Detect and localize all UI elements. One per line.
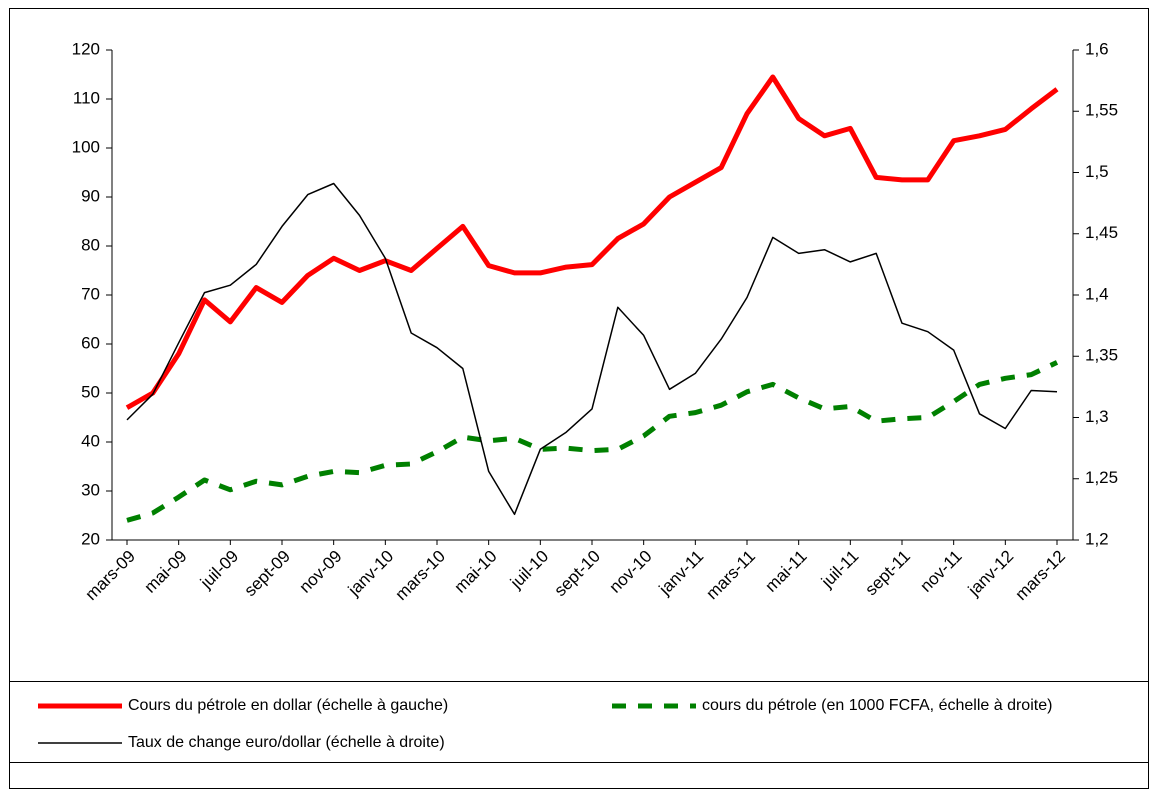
y2-tick-label: 1,25 [1085, 468, 1118, 487]
series-line [126, 182, 1058, 516]
x-tick-label: mars-10 [391, 547, 449, 605]
y2-tick-label: 1,5 [1085, 162, 1109, 181]
x-tick-label: sept-11 [861, 547, 914, 600]
y-tick-label: 50 [81, 382, 100, 401]
x-tick-label: nov-11 [916, 547, 965, 596]
legend-label: Taux de change euro/dollar (échelle à dr… [128, 734, 445, 751]
y-tick-label: 80 [81, 235, 100, 254]
x-tick-label: mars-12 [1011, 547, 1069, 605]
chart-frame [9, 8, 1149, 789]
x-tick-label: mai-09 [140, 547, 190, 597]
x-tick-label: janv-12 [964, 547, 1018, 601]
y2-tick-label: 1,6 [1085, 39, 1109, 58]
y2-tick-label: 1,3 [1085, 407, 1109, 426]
y2-tick-label: 1,4 [1085, 284, 1109, 303]
y-tick-label: 120 [72, 39, 100, 58]
x-tick-label: mars-09 [81, 547, 139, 605]
y2-tick-label: 1,55 [1085, 101, 1118, 120]
y2-tick-label: 1,45 [1085, 223, 1118, 242]
y-tick-label: 40 [81, 431, 100, 450]
x-tick-label: mai-11 [761, 547, 810, 596]
y-tick-label: 100 [72, 137, 100, 156]
x-tick-label: juil-10 [506, 547, 552, 593]
series-line [125, 74, 1059, 410]
y-tick-label: 30 [81, 480, 100, 499]
x-tick-label: juil-09 [196, 547, 242, 593]
x-tick-label: nov-10 [605, 547, 655, 597]
x-tick-label: janv-11 [655, 547, 708, 600]
x-tick-label: mars-11 [702, 547, 759, 604]
y-tick-label: 90 [81, 186, 100, 205]
y2-tick-label: 1,2 [1085, 529, 1109, 548]
y-tick-label: 110 [73, 88, 100, 107]
x-tick-label: juil-11 [817, 547, 862, 592]
legend-label: Cours du pétrole en dollar (échelle à ga… [128, 697, 448, 714]
y-tick-label: 70 [81, 284, 100, 303]
x-tick-label: sept-09 [240, 547, 294, 601]
y-tick-label: 60 [81, 333, 100, 352]
series-line [126, 360, 1059, 523]
x-tick-label: sept-10 [550, 547, 604, 601]
y2-tick-label: 1,35 [1085, 346, 1118, 365]
x-tick-label: janv-10 [344, 547, 398, 601]
legend-label: cours du pétrole (en 1000 FCFA, échelle … [702, 697, 1052, 714]
x-tick-label: mai-10 [450, 547, 500, 597]
x-tick-label: nov-09 [295, 547, 345, 597]
y-tick-label: 20 [81, 529, 100, 548]
